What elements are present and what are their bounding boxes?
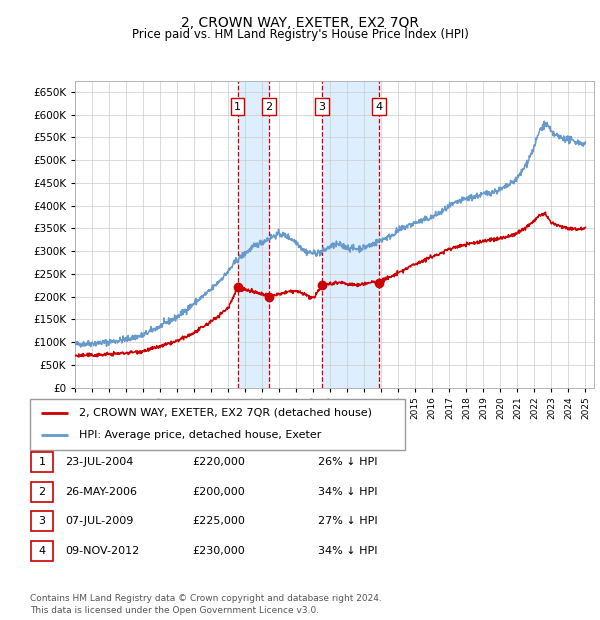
Text: 3: 3 [319, 102, 326, 112]
Text: 2: 2 [38, 487, 46, 497]
Text: 26% ↓ HPI: 26% ↓ HPI [318, 457, 377, 467]
Text: 2: 2 [265, 102, 272, 112]
Text: 09-NOV-2012: 09-NOV-2012 [65, 546, 139, 556]
Bar [238, 81, 269, 388]
Text: 2, CROWN WAY, EXETER, EX2 7QR: 2, CROWN WAY, EXETER, EX2 7QR [181, 16, 419, 30]
Text: Price paid vs. HM Land Registry's House Price Index (HPI): Price paid vs. HM Land Registry's House … [131, 28, 469, 41]
Text: 23-JUL-2004: 23-JUL-2004 [65, 457, 133, 467]
Text: 4: 4 [38, 546, 46, 556]
Text: 34% ↓ HPI: 34% ↓ HPI [318, 487, 377, 497]
Text: 34% ↓ HPI: 34% ↓ HPI [318, 546, 377, 556]
Text: 1: 1 [234, 102, 241, 112]
Text: 4: 4 [376, 102, 382, 112]
Text: 27% ↓ HPI: 27% ↓ HPI [318, 516, 377, 526]
Text: 1: 1 [38, 457, 46, 467]
Text: 3: 3 [38, 516, 46, 526]
Text: HPI: Average price, detached house, Exeter: HPI: Average price, detached house, Exet… [79, 430, 321, 440]
Text: £220,000: £220,000 [192, 457, 245, 467]
Bar [322, 81, 379, 388]
Text: £230,000: £230,000 [192, 546, 245, 556]
Text: 07-JUL-2009: 07-JUL-2009 [65, 516, 133, 526]
Text: 2, CROWN WAY, EXETER, EX2 7QR (detached house): 2, CROWN WAY, EXETER, EX2 7QR (detached … [79, 408, 372, 418]
Text: Contains HM Land Registry data © Crown copyright and database right 2024.
This d: Contains HM Land Registry data © Crown c… [30, 594, 382, 615]
Text: £200,000: £200,000 [192, 487, 245, 497]
Text: 26-MAY-2006: 26-MAY-2006 [65, 487, 137, 497]
Text: £225,000: £225,000 [192, 516, 245, 526]
